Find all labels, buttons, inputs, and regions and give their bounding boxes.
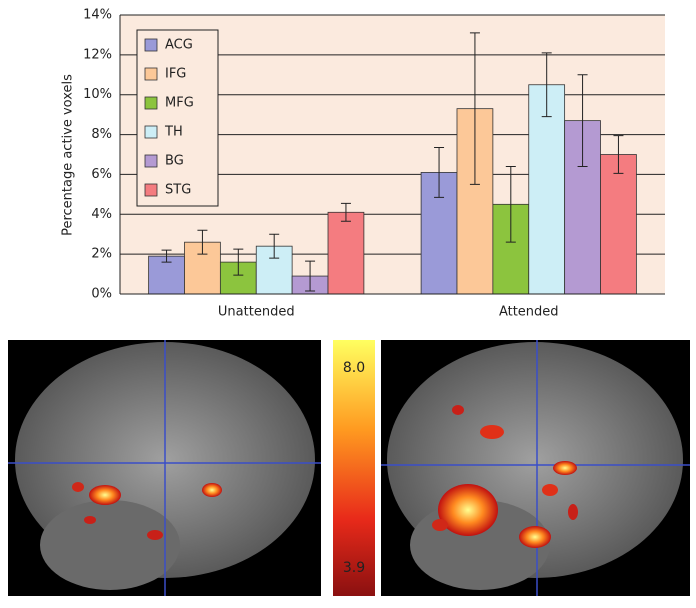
error-bar [577, 74, 588, 167]
error-bar [161, 249, 172, 263]
error-bar [197, 229, 208, 255]
error-bar [233, 248, 244, 276]
legend-swatch [144, 154, 158, 168]
error-bar [434, 147, 445, 198]
legend-label: ACG [165, 38, 193, 53]
legend-swatch [144, 38, 158, 52]
legend-label: STG [165, 183, 191, 198]
bar [600, 154, 637, 295]
error-bar [469, 32, 480, 185]
bar [327, 211, 365, 295]
legend-label: BG [165, 154, 184, 169]
x-tick-label: Unattended [218, 305, 295, 320]
error-bar [541, 52, 552, 118]
y-tick-label: 2% [91, 247, 112, 262]
y-tick-label: 0% [91, 287, 112, 302]
y-tick-label: 10% [83, 87, 112, 102]
bar [528, 84, 566, 295]
y-axis-label: Percentage active voxels [61, 74, 76, 236]
legend-label: TH [164, 125, 183, 140]
y-tick-label: 8% [91, 127, 112, 142]
y-tick-label: 4% [91, 207, 112, 222]
brain-right [381, 340, 690, 596]
colorbar [333, 340, 375, 596]
y-tick-label: 12% [83, 47, 112, 62]
colorbar-label: 8.0 [343, 360, 365, 376]
colorbar-label: 3.9 [343, 560, 365, 576]
error-bar [505, 165, 516, 243]
legend-swatch [144, 67, 158, 81]
error-bar [269, 233, 280, 259]
legend-swatch [144, 125, 158, 139]
error-bar [613, 135, 624, 174]
legend-box [136, 29, 219, 207]
legend-label: IFG [165, 67, 186, 82]
y-tick-label: 6% [91, 167, 112, 182]
error-bar [305, 260, 316, 292]
legend-swatch [144, 96, 158, 110]
x-tick-label: Attended [499, 305, 559, 320]
legend-label: MFG [165, 96, 194, 111]
brain-left [8, 340, 321, 596]
error-bar [340, 202, 351, 222]
y-tick-label: 14% [83, 8, 112, 23]
legend-swatch [144, 183, 158, 197]
